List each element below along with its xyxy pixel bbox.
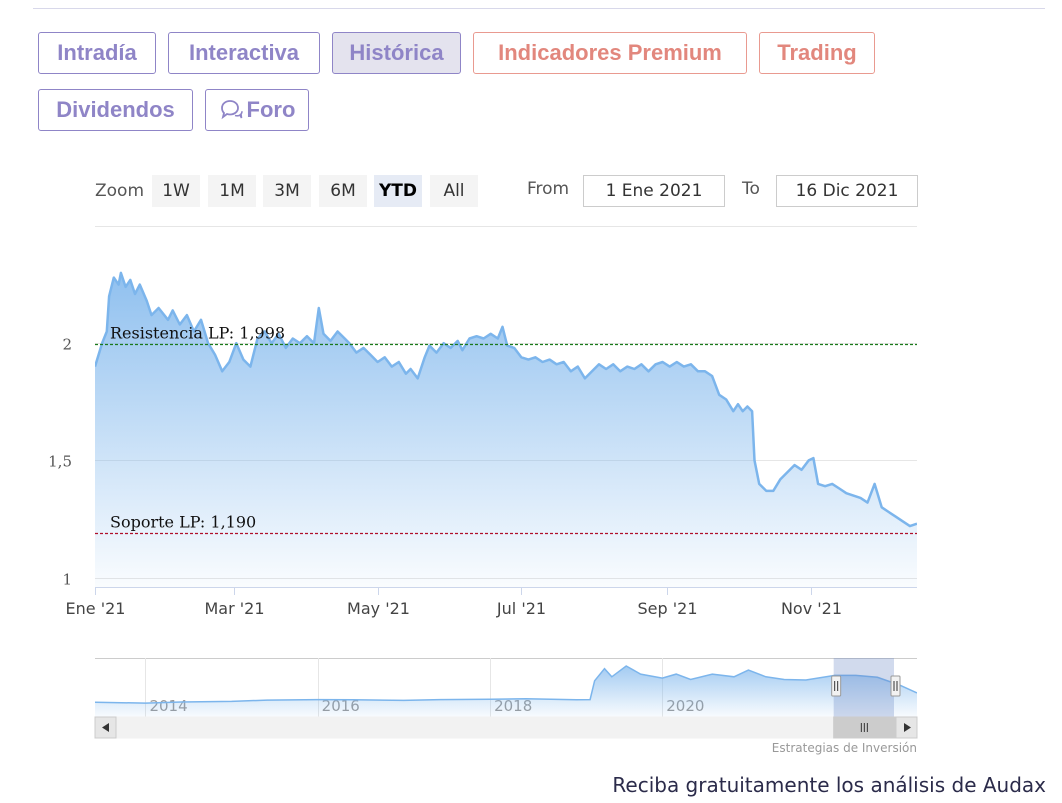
navigator-right-handle[interactable] <box>890 675 901 697</box>
chart-credits: Estrategias de Inversión <box>772 741 917 755</box>
tab-dividendos[interactable]: Dividendos <box>38 89 193 131</box>
tab-intradia[interactable]: Intradía <box>38 32 156 74</box>
zoom-button-6m[interactable]: 6M <box>319 175 367 207</box>
tab-label: Foro <box>246 97 296 122</box>
handle-body <box>890 675 901 697</box>
navigator-series <box>95 665 917 717</box>
chevron-left-icon <box>102 723 109 732</box>
tab-trading[interactable]: Trading <box>759 32 875 74</box>
top-divider <box>33 8 1045 9</box>
tab-label: Dividendos <box>56 97 175 122</box>
to-label: To <box>742 179 760 199</box>
handle-body <box>831 675 842 697</box>
from-date-input[interactable]: 1 Ene 2021 <box>583 175 725 207</box>
navigator-left-handle[interactable] <box>831 675 842 697</box>
tab-foro[interactable]: Foro <box>205 89 309 131</box>
zoom-button-all[interactable]: All <box>430 175 478 207</box>
chat-bubbles-icon <box>219 99 243 121</box>
zoom-button-ytd[interactable]: YTD <box>374 175 422 207</box>
x-tick-label: Mar '21 <box>204 599 264 618</box>
chevron-right-icon <box>904 723 911 732</box>
x-tick-label: Nov '21 <box>781 599 842 618</box>
navigator-area <box>95 666 917 717</box>
tab-label: Intradía <box>57 40 137 65</box>
price-area <box>95 272 917 587</box>
zoom-button-1m[interactable]: 1M <box>208 175 256 207</box>
tab-label: Interactiva <box>188 40 300 65</box>
x-tick-label: Ene '21 <box>66 599 126 618</box>
x-tick-label: May '21 <box>347 599 410 618</box>
y-tick-label: 2 <box>62 336 72 354</box>
tab-label: Indicadores Premium <box>498 40 722 65</box>
to-date-input[interactable]: 16 Dic 2021 <box>776 175 918 207</box>
zoom-button-1w[interactable]: 1W <box>152 175 200 207</box>
y-tick-label: 1,5 <box>48 453 72 471</box>
navigator-line <box>95 665 917 704</box>
x-tick-label: Jul '21 <box>496 599 546 618</box>
tab-historica[interactable]: Histórica <box>332 32 461 74</box>
price-line <box>95 271 917 528</box>
tab-interactiva[interactable]: Interactiva <box>168 32 320 74</box>
tab-indicadores-premium[interactable]: Indicadores Premium <box>473 32 747 74</box>
support-label: Soporte LP: 1,190 <box>110 513 256 532</box>
footer-cta-text: Reciba gratuitamente los análisis de Aud… <box>612 773 1046 797</box>
x-tick-label: Sep '21 <box>638 599 698 618</box>
scrollbar-track <box>94 716 918 739</box>
navigator-scrollbar[interactable] <box>94 716 918 739</box>
tab-label: Trading <box>777 40 857 65</box>
zoom-label: Zoom <box>95 181 145 201</box>
zoom-button-3m[interactable]: 3M <box>263 175 311 207</box>
y-tick-label: 1 <box>62 571 72 589</box>
resistance-label: Resistencia LP: 1,998 <box>110 324 285 343</box>
navigator-selection <box>833 658 894 717</box>
tab-label: Histórica <box>349 40 444 65</box>
from-label: From <box>527 179 570 199</box>
